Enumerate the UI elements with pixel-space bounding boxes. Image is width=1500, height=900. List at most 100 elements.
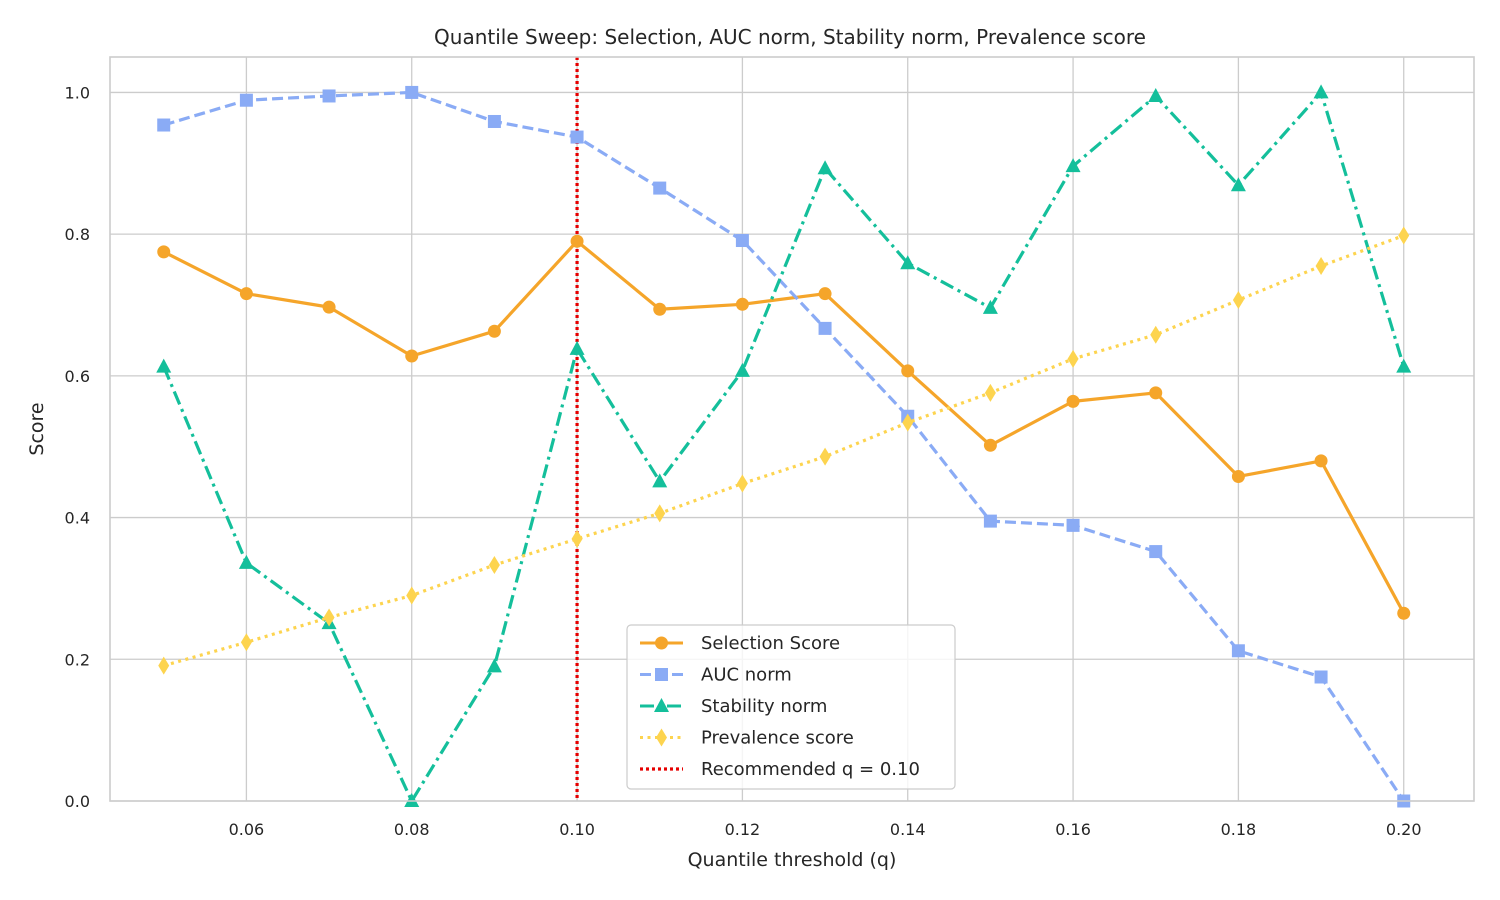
data-point-auc-norm xyxy=(1066,518,1080,532)
x-tick-label: 0.12 xyxy=(725,820,761,839)
legend-box xyxy=(626,624,956,790)
tick-labels: 0.06 0.08 0.10 0.12 0.14 0.16 0.18 0.20 0.0 0.2 0.… xyxy=(65,83,1422,839)
legend-swatch-marker xyxy=(656,728,667,747)
x-axis-label: Quantile threshold (q) xyxy=(688,849,897,871)
data-point-prevalence-score xyxy=(654,504,666,523)
data-point-auc-norm xyxy=(487,114,501,128)
legend-label: Selection Score xyxy=(701,633,840,654)
data-point-auc-norm xyxy=(157,118,171,132)
legend: Selection Score AUC norm Stability norm Pre… xyxy=(626,624,956,790)
legend-label: AUC norm xyxy=(701,665,792,686)
data-point-stability-norm xyxy=(486,658,502,673)
chart-title: Quantile Sweep: Selection, AUC norm, Sta… xyxy=(434,25,1146,49)
data-point-selection-score xyxy=(983,438,997,452)
data-point-prevalence-score xyxy=(1315,257,1327,276)
series-layer xyxy=(156,84,1412,808)
data-point-prevalence-score xyxy=(1232,291,1244,310)
y-tick-label: 0.8 xyxy=(65,225,90,244)
x-tick-label: 0.10 xyxy=(559,820,595,839)
data-point-selection-score xyxy=(322,300,336,314)
series-line-auc-norm xyxy=(163,90,1406,802)
data-point-prevalence-score xyxy=(158,656,170,675)
legend-label: Recommended q = 0.10 xyxy=(701,759,920,780)
data-point-stability-norm xyxy=(1148,87,1164,102)
data-point-selection-score xyxy=(405,349,419,363)
data-point-prevalence-score xyxy=(1067,349,1079,368)
y-tick-label: 0.6 xyxy=(65,367,90,386)
x-tick-label: 0.08 xyxy=(394,820,430,839)
data-point-selection-score xyxy=(570,234,584,248)
data-point-auc-norm xyxy=(239,93,253,107)
data-point-auc-norm xyxy=(405,85,419,99)
data-point-stability-norm xyxy=(569,340,585,355)
data-point-auc-norm xyxy=(570,130,584,144)
data-point-stability-norm xyxy=(1313,84,1329,99)
data-point-selection-score xyxy=(653,302,667,316)
data-point-prevalence-score xyxy=(1150,325,1162,344)
data-point-selection-score xyxy=(157,245,171,259)
data-point-stability-norm xyxy=(1230,177,1246,192)
x-tick-label: 0.16 xyxy=(1055,820,1091,839)
data-point-prevalence-score xyxy=(240,633,252,652)
data-point-selection-score xyxy=(901,364,915,378)
data-point-stability-norm xyxy=(982,299,998,314)
data-point-selection-score xyxy=(1314,454,1328,468)
y-tick-label: 1.0 xyxy=(65,83,90,102)
data-point-selection-score xyxy=(1149,386,1163,400)
data-point-prevalence-score xyxy=(571,529,583,548)
data-point-auc-norm xyxy=(735,234,749,248)
plot-frame xyxy=(109,56,1475,802)
data-point-auc-norm xyxy=(818,321,832,335)
data-point-prevalence-score xyxy=(984,383,996,402)
data-point-prevalence-score xyxy=(902,413,914,432)
data-point-auc-norm xyxy=(983,514,997,528)
legend-item-prevalence-score: Prevalence score xyxy=(640,728,854,749)
y-tick-label: 0.4 xyxy=(65,509,90,528)
data-point-auc-norm xyxy=(322,89,336,103)
data-point-selection-score xyxy=(735,297,749,311)
legend-swatch-marker xyxy=(655,636,668,650)
x-tick-label: 0.20 xyxy=(1386,820,1422,839)
data-point-stability-norm xyxy=(156,358,172,373)
data-point-auc-norm xyxy=(653,181,667,195)
data-point-selection-score xyxy=(1066,394,1080,408)
legend-item-recommended-q-0-10: Recommended q = 0.10 xyxy=(640,759,920,780)
legend-item-auc-norm: AUC norm xyxy=(640,665,792,686)
data-point-prevalence-score xyxy=(819,447,831,466)
data-point-auc-norm xyxy=(1149,545,1163,559)
data-point-stability-norm xyxy=(404,793,420,807)
data-point-prevalence-score xyxy=(736,474,748,493)
legend-item-selection-score: Selection Score xyxy=(640,633,840,654)
legend-label: Stability norm xyxy=(701,696,827,717)
data-point-stability-norm xyxy=(734,362,750,377)
data-point-selection-score xyxy=(239,287,253,301)
y-tick-label: 0.2 xyxy=(65,650,90,669)
data-point-auc-norm xyxy=(1314,670,1328,684)
data-point-auc-norm xyxy=(1231,644,1245,658)
data-point-stability-norm xyxy=(900,255,916,270)
legend-swatch-marker xyxy=(654,698,669,712)
data-point-prevalence-score xyxy=(406,586,418,605)
legend-label: Prevalence score xyxy=(701,728,854,749)
data-point-prevalence-score xyxy=(1398,226,1410,245)
grid-lines xyxy=(110,57,1474,802)
data-point-selection-score xyxy=(487,324,501,338)
data-point-stability-norm xyxy=(1065,158,1081,173)
data-point-stability-norm xyxy=(238,554,254,569)
x-tick-label: 0.18 xyxy=(1221,820,1257,839)
x-tick-label: 0.14 xyxy=(890,820,926,839)
x-tick-label: 0.06 xyxy=(229,820,265,839)
series-line-stability-norm xyxy=(162,90,1406,803)
data-point-stability-norm xyxy=(817,160,833,175)
data-point-stability-norm xyxy=(652,473,668,488)
series-selection-score xyxy=(157,234,1411,620)
data-point-selection-score xyxy=(818,287,832,301)
legend-swatch-marker xyxy=(655,668,668,681)
data-point-prevalence-score xyxy=(488,556,500,575)
data-point-selection-score xyxy=(1231,469,1245,483)
data-point-stability-norm xyxy=(1396,358,1412,373)
data-point-selection-score xyxy=(1397,606,1411,620)
y-tick-label: 0.0 xyxy=(65,792,90,811)
series-prevalence-score xyxy=(158,226,1410,675)
